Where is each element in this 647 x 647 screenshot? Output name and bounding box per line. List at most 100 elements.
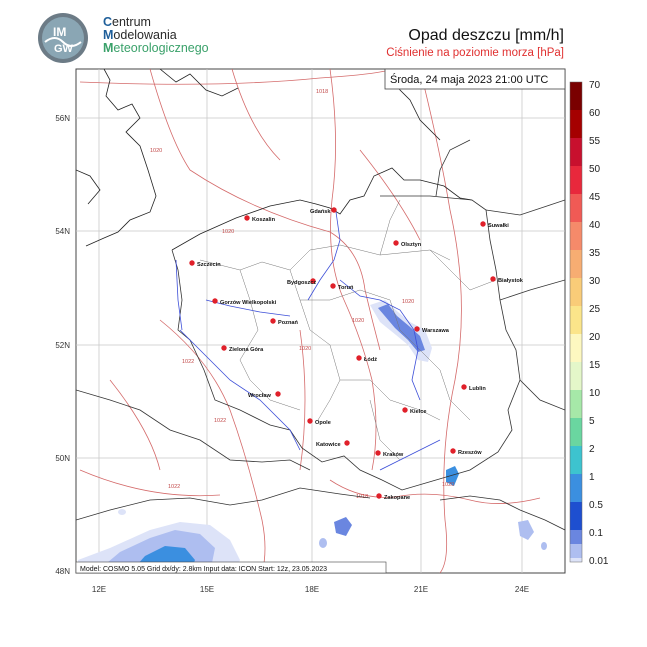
precip-east-small (541, 542, 547, 550)
precip-warsaw-moderate (378, 304, 425, 352)
isobar-label: 1018 (316, 89, 328, 95)
city-label: Koszalin (252, 217, 276, 223)
map-title: Opad deszczu [mm/h] (408, 27, 564, 44)
isobar-label: 1020 (352, 318, 364, 324)
org-line1-rest: entrum (112, 15, 151, 29)
map-frame (75, 68, 566, 574)
legend-label: 60 (589, 108, 601, 119)
lon-label: 21E (414, 585, 428, 594)
legend-band-15-20 (570, 362, 582, 390)
lon-label: 24E (515, 585, 529, 594)
isobar-label: 1020 (222, 229, 234, 235)
isobars (79, 69, 541, 573)
city-marker-bialystok (490, 276, 496, 282)
city-markers: Gdańsk Koszalin Szczecin Olsztyn Suwałki… (189, 207, 524, 501)
model-info: Model: COSMO 5.05 Grid dx/dy: 2.8km Inpu… (80, 566, 327, 573)
graticule (76, 69, 565, 573)
org-line3-rest: eteorologicznego (113, 41, 209, 55)
city-marker-zielona-gora (221, 345, 227, 351)
city-marker-szczecin (189, 260, 195, 266)
isobar-label: 1022 (214, 418, 226, 424)
legend-band-25-30 (570, 306, 582, 334)
legend-label: 10 (589, 388, 601, 399)
city-label: Bydgoszcz (287, 280, 316, 286)
legend-label: 2 (589, 444, 595, 455)
city-label: Olsztyn (401, 242, 422, 248)
country-borders (76, 139, 565, 531)
city-label: Wrocław (248, 393, 272, 399)
city-label: Rzeszów (458, 450, 482, 456)
city-marker-katowice (344, 440, 350, 446)
legend-label: 40 (589, 220, 601, 231)
lon-label: 18E (305, 585, 319, 594)
coastlines (76, 69, 473, 251)
legend-band-0.5-1 (570, 502, 582, 530)
legend-band-1-2 (570, 474, 582, 502)
legend-band-2-5 (570, 446, 582, 474)
legend-label: 5 (589, 416, 595, 427)
map-subtitle: Ciśnienie na poziomie morza [hPa] (386, 47, 564, 59)
legend-label: 30 (589, 276, 601, 287)
legend-label: 0.5 (589, 500, 603, 511)
city-label: Białystok (498, 278, 524, 284)
org-line2-rest: odelowania (113, 28, 177, 42)
org-line2-cap: M (103, 28, 114, 42)
lat-labels: 56N 54N 52N 50N 48N (55, 114, 70, 576)
precip-west-small (118, 509, 126, 515)
legend-label: 55 (589, 136, 601, 147)
legend-band-70-plus (570, 82, 582, 110)
city-marker-zakopane (376, 493, 382, 499)
isobar-label: 1022 (182, 359, 194, 365)
legend-band-60-70 (570, 110, 582, 138)
city-marker-opole (307, 418, 313, 424)
precip-tatra-small (319, 538, 327, 548)
legend-label: 25 (589, 304, 601, 315)
imgw-logo: IM GW (38, 13, 88, 63)
city-marker-bydgoszcz (310, 278, 316, 284)
isobar-label: 1020 (150, 148, 162, 154)
timestamp-box (384, 68, 566, 90)
lat-label: 56N (55, 114, 70, 123)
city-marker-warszawa (414, 326, 420, 332)
logo-text-top: IM (53, 25, 66, 39)
legend-label: 15 (589, 360, 601, 371)
lat-label: 54N (55, 227, 70, 236)
legend-label: 45 (589, 192, 601, 203)
legend-labels: 70 60 55 50 45 40 35 30 25 20 15 10 5 2 … (589, 80, 609, 567)
city-marker-kielce (402, 407, 408, 413)
isobar-label: 1022 (168, 484, 180, 490)
city-label: Lublin (469, 386, 486, 392)
city-marker-lublin (461, 384, 467, 390)
city-label: Katowice (316, 442, 341, 448)
precipitation-legend (569, 81, 583, 563)
legend-band-min (570, 558, 582, 562)
logo-text-bottom: GW (54, 43, 74, 55)
city-label: Zakopane (384, 495, 410, 501)
lat-label: 52N (55, 341, 70, 350)
legend-band-35-40 (570, 250, 582, 278)
lon-label: 12E (92, 585, 106, 594)
legend-band-40-45 (570, 222, 582, 250)
legend-band-0.1-0.5 (570, 530, 582, 544)
city-marker-lodz (356, 355, 362, 361)
isobar-label: 1020 (299, 346, 311, 352)
city-marker-poznan (270, 318, 276, 324)
org-line1-cap: C (103, 15, 113, 29)
city-label: Poznań (278, 320, 298, 326)
city-label: Łódź (364, 357, 377, 363)
legend-band-50-55 (570, 166, 582, 194)
city-label: Gorzów Wielkopolski (220, 300, 277, 306)
timestamp: Środa, 24 maja 2023 21:00 UTC (390, 73, 548, 86)
legend-band-0.01-0.1 (570, 544, 582, 558)
city-label: Kielce (410, 409, 426, 415)
city-marker-suwalki (480, 221, 486, 227)
lat-label: 50N (55, 454, 70, 463)
footer-box (75, 561, 387, 574)
city-label: Opole (315, 420, 331, 426)
lon-label: 15E (200, 585, 214, 594)
city-marker-koszalin (244, 215, 250, 221)
city-label: Suwałki (488, 223, 509, 229)
city-marker-gorzow (212, 298, 218, 304)
legend-label: 0.1 (589, 528, 603, 539)
